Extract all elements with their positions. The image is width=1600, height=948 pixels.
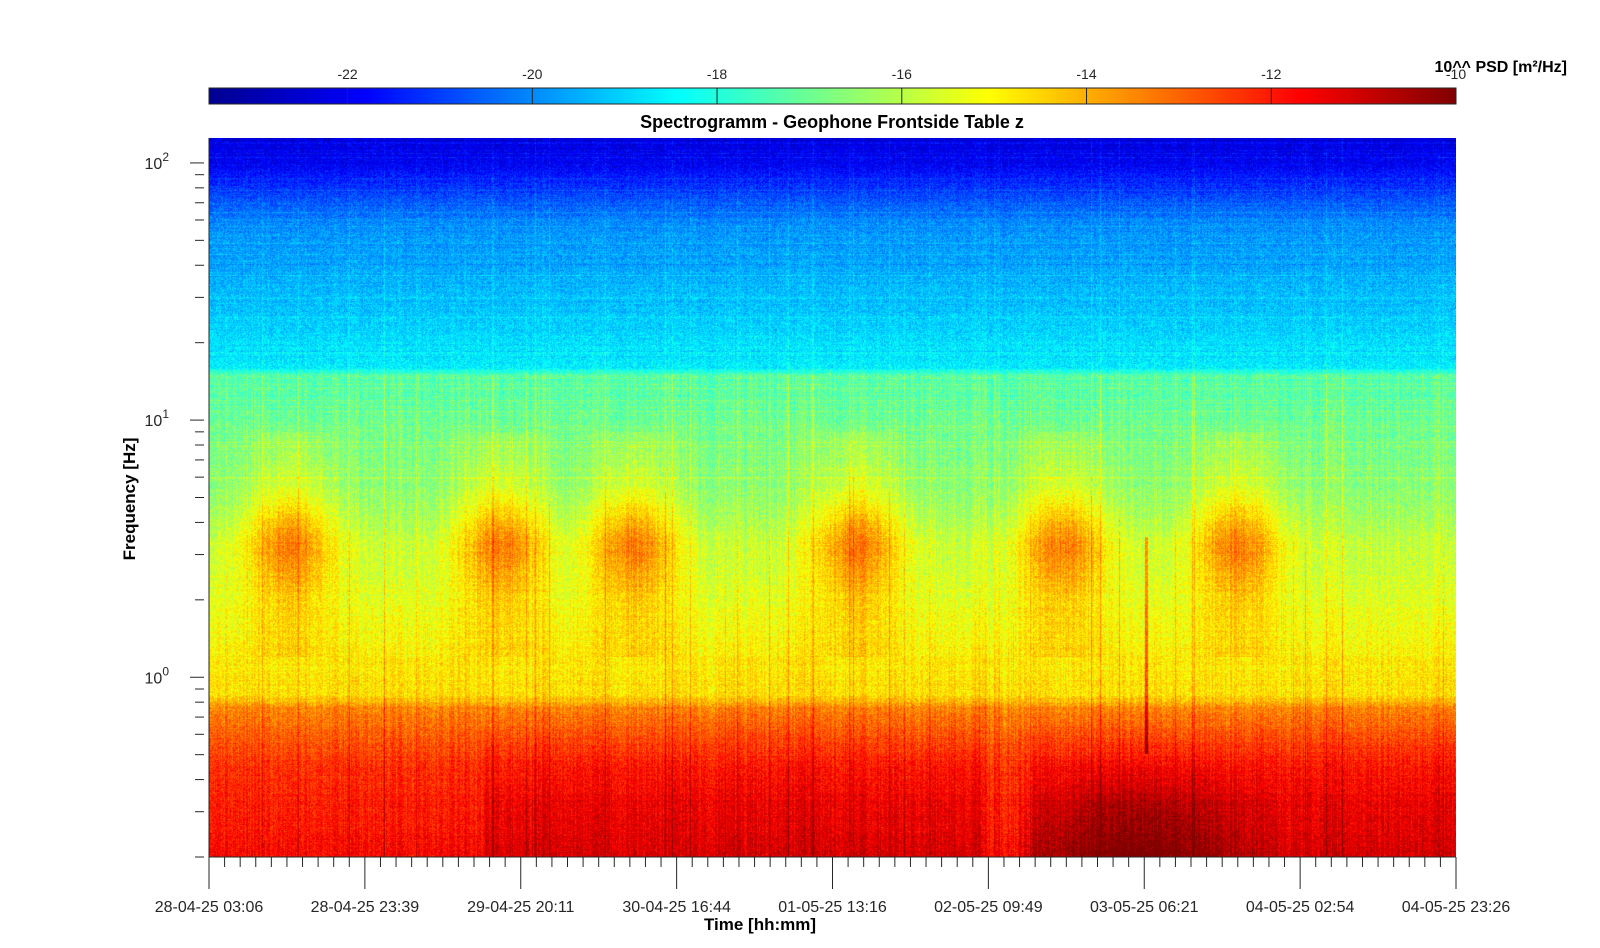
colorbar-ticks: -22 -20 -18 -16 -14 -12 -10 bbox=[337, 66, 1466, 104]
colorbar-gradient bbox=[208, 87, 1457, 105]
y-tick-label-exponent: 0 bbox=[162, 664, 169, 678]
chart-title: Spectrogramm - Geophone Frontside Table … bbox=[640, 112, 1024, 132]
x-tick-label: 01-05-25 13:16 bbox=[778, 899, 887, 916]
x-tick-label: 30-04-25 16:44 bbox=[622, 899, 731, 916]
spectrogram-heatmap bbox=[209, 138, 1456, 857]
x-tick-label: 04-05-25 23:26 bbox=[1402, 899, 1511, 916]
x-tick-label: 28-04-25 03:06 bbox=[155, 899, 264, 916]
colorbar-tick-label: -12 bbox=[1261, 66, 1281, 82]
colorbar-tick-label: -18 bbox=[707, 66, 727, 82]
colorbar-tick-label: -22 bbox=[337, 66, 357, 82]
y-tick-label-base: 10 bbox=[145, 413, 163, 430]
x-tick-label: 29-04-25 20:11 bbox=[467, 899, 574, 916]
x-tick-label: 02-05-25 09:49 bbox=[934, 899, 1043, 916]
y-tick-label: 102 bbox=[145, 150, 170, 173]
y-axis-label: Frequency [Hz] bbox=[120, 438, 139, 561]
colorbar: -22 -20 -18 -16 -14 -12 -10 10^^ PSD [m²/Hz] bbox=[208, 59, 1567, 105]
colorbar-tick-label: -14 bbox=[1076, 66, 1096, 82]
y-tick-label-exponent: 2 bbox=[162, 150, 169, 164]
plot-area bbox=[209, 138, 1456, 857]
x-tick-label: 28-04-25 23:39 bbox=[311, 899, 420, 916]
y-tick-label: 101 bbox=[145, 407, 170, 430]
y-tick-label: 100 bbox=[145, 664, 170, 687]
y-tick-label-base: 10 bbox=[145, 670, 163, 687]
colorbar-label: 10^^ PSD [m²/Hz] bbox=[1435, 59, 1567, 76]
y-tick-label-base: 10 bbox=[145, 156, 163, 173]
colorbar-tick-label: -10 bbox=[1446, 66, 1466, 82]
x-axis-label: Time [hh:mm] bbox=[704, 915, 816, 934]
x-tick-label: 04-05-25 02:54 bbox=[1246, 899, 1355, 916]
x-tick-label: 03-05-25 06:21 bbox=[1090, 899, 1199, 916]
x-axis: 28-04-25 03:06 28-04-25 23:39 29-04-25 20:… bbox=[155, 856, 1511, 916]
colorbar-tick-label: -20 bbox=[522, 66, 542, 82]
y-tick-label-exponent: 1 bbox=[162, 407, 169, 421]
colorbar-tick-label: -16 bbox=[892, 66, 912, 82]
